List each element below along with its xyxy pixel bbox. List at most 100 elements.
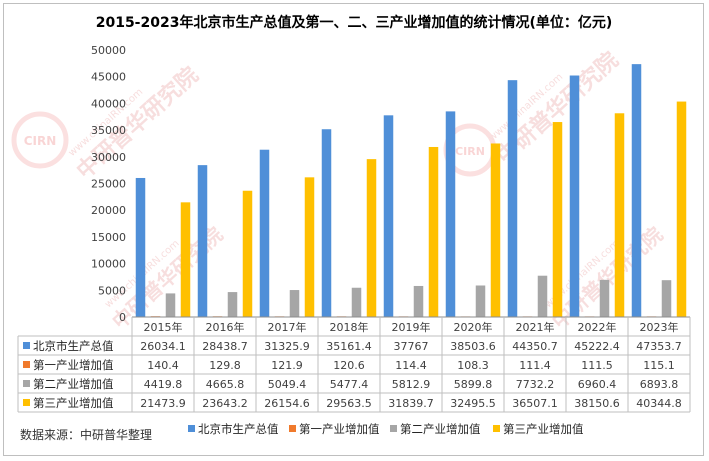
y-axis: 0 5000 10000 15000 20000 25000 30000 35000 40000…	[91, 44, 126, 324]
data-label: 26154.6	[264, 397, 310, 410]
bar-1-2016年	[197, 165, 208, 317]
bar-1-2015年	[135, 177, 146, 317]
y-tick-label: 15000	[91, 231, 126, 244]
y-tick-label: 0	[119, 311, 126, 324]
legend: 北京市生产总值 第一产业增加值 第二产业增加值 第三产业增加值	[188, 422, 584, 436]
data-label: 47353.7	[636, 340, 682, 353]
data-label: 120.6	[333, 359, 365, 372]
data-label: 4419.8	[144, 378, 183, 391]
x-tick-label: 2019年	[392, 320, 431, 334]
data-label: 129.8	[209, 359, 241, 372]
data-label: 111.5	[581, 359, 613, 372]
legend-label: 第一产业增加值	[299, 422, 380, 436]
y-tick-label: 5000	[98, 284, 126, 297]
legend-label: 第二产业增加值	[400, 422, 481, 436]
chart-title: 2015-2023年北京市生产总值及第一、二、三产业增加值的统计情况(单位：亿元…	[96, 14, 613, 31]
y-tick-label: 50000	[91, 44, 126, 57]
legend-label: 北京市生产总值	[198, 422, 279, 436]
data-label: 29563.5	[326, 397, 372, 410]
bar-3-2023年	[661, 280, 672, 317]
x-tick-label: 2023年	[640, 320, 679, 334]
table-series-name: 第二产业增加值	[33, 377, 114, 391]
x-tick-label: 2020年	[454, 320, 493, 334]
data-label: 114.4	[395, 359, 427, 372]
watermark-badge: CIRN	[24, 134, 57, 148]
bar-4-2023年	[676, 101, 687, 317]
legend-swatch	[289, 425, 296, 432]
table-series-name: 北京市生产总值	[33, 339, 114, 353]
x-tick-label: 2016年	[206, 320, 245, 334]
bar-3-2019年	[413, 285, 424, 317]
x-tick-label: 2022年	[578, 320, 617, 334]
data-label: 121.9	[271, 359, 303, 372]
data-label: 36507.1	[512, 397, 558, 410]
bar-4-2019年	[428, 146, 439, 317]
data-label: 21473.9	[140, 397, 186, 410]
y-tick-label: 35000	[91, 124, 126, 137]
data-label: 140.4	[147, 359, 179, 372]
table-legend-swatch	[23, 399, 30, 406]
source-note: 数据来源：中研普华整理	[20, 427, 152, 442]
data-label: 5049.4	[268, 378, 307, 391]
legend-swatch	[390, 425, 397, 432]
data-label: 32495.5	[450, 397, 496, 410]
data-table: 2015年 2016年 2017年 2018年 2019年 2020年 2021年 2022年…	[17, 316, 691, 413]
bar-1-2018年	[321, 129, 332, 317]
x-tick-label: 2015年	[144, 320, 183, 334]
x-tick-label: 2021年	[516, 320, 555, 334]
watermark-badge: CIRN	[455, 145, 485, 158]
data-label: 108.3	[457, 359, 489, 372]
chart-frame	[3, 3, 704, 456]
bar-3-2018年	[351, 287, 362, 317]
bar-3-2021年	[537, 275, 548, 317]
data-label: 23643.2	[202, 397, 248, 410]
bar-3-2015年	[165, 293, 176, 317]
bar-3-2020年	[475, 285, 486, 317]
bar-4-2022年	[614, 113, 625, 318]
y-tick-label: 20000	[91, 204, 126, 217]
bar-1-2019年	[383, 115, 394, 317]
data-label: 115.1	[643, 359, 675, 372]
bar-4-2015年	[180, 202, 191, 317]
data-label: 7732.2	[516, 378, 555, 391]
legend-swatch	[493, 425, 500, 432]
bar-3-2016年	[227, 292, 238, 317]
bar-4-2017年	[304, 177, 315, 317]
bar-4-2016年	[242, 190, 253, 317]
table-legend-swatch	[23, 380, 30, 387]
data-label: 6960.4	[578, 378, 617, 391]
y-tick-label: 45000	[91, 71, 126, 84]
data-label: 44350.7	[512, 340, 558, 353]
bar-4-2018年	[366, 159, 377, 317]
bar-4-2020年	[490, 143, 501, 317]
data-label: 5899.8	[454, 378, 493, 391]
data-label: 111.4	[519, 359, 551, 372]
table-series-name: 第三产业增加值	[33, 396, 114, 410]
bar-1-2022年	[569, 75, 580, 317]
data-label: 37767	[394, 340, 429, 353]
bar-3-2022年	[599, 279, 610, 317]
legend-label: 第三产业增加值	[503, 422, 584, 436]
bar-1-2023年	[631, 64, 642, 317]
bars	[135, 64, 687, 318]
data-label: 35161.4	[326, 340, 372, 353]
data-label: 38150.6	[574, 397, 620, 410]
data-label: 26034.1	[140, 340, 186, 353]
watermark-badge-icon	[11, 111, 69, 169]
data-label: 38503.6	[450, 340, 496, 353]
y-tick-label: 25000	[91, 178, 126, 191]
bar-1-2021年	[507, 80, 518, 317]
y-tick-label: 30000	[91, 151, 126, 164]
table-legend-swatch	[23, 342, 30, 349]
data-label: 31325.9	[264, 340, 310, 353]
data-label: 45222.4	[574, 340, 620, 353]
x-tick-label: 2017年	[268, 320, 307, 334]
bar-3-2017年	[289, 290, 300, 317]
table-legend-swatch	[23, 361, 30, 368]
data-label: 4665.8	[206, 378, 245, 391]
legend-swatch	[188, 425, 195, 432]
data-label: 6893.8	[640, 378, 679, 391]
table-series-name: 第一产业增加值	[33, 358, 114, 372]
y-tick-label: 40000	[91, 97, 126, 110]
